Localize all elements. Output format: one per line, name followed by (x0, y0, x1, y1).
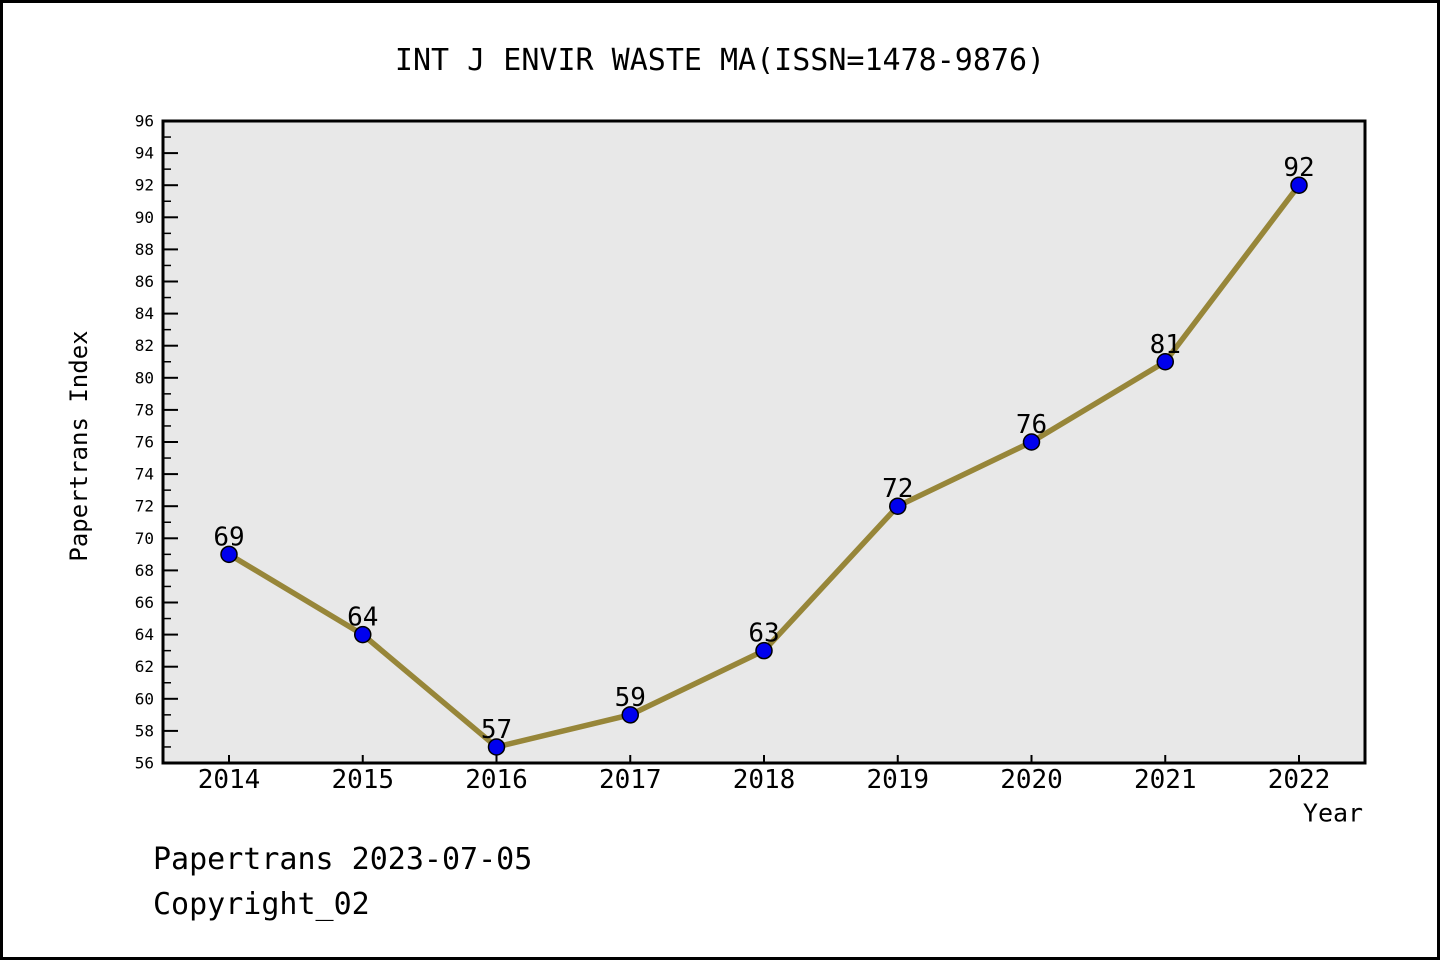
data-point-marker (755, 641, 773, 660)
footer-date: Papertrans 2023-07-05 (153, 842, 533, 877)
x-tick-label: 2014 (198, 765, 261, 795)
data-point-marker (354, 625, 372, 644)
y-tick-label: 64 (135, 625, 154, 644)
y-tick-label: 80 (135, 368, 154, 387)
plot-area (161, 119, 1367, 765)
data-point-marker (1156, 353, 1174, 371)
x-axis-label: Year (1302, 798, 1364, 828)
x-tick-label: 2015 (331, 765, 394, 795)
y-tick-label: 94 (135, 144, 154, 163)
x-tick-label: 2016 (465, 765, 528, 795)
x-tick-label: 2017 (599, 765, 662, 795)
line-chart: 56 58 60 62 64 66 68 70 72 74 76 78 80 82 84 86 88 90 92 94… (135, 112, 1367, 795)
y-tick-label: 72 (135, 497, 154, 516)
y-axis-label: Papertrans Index (65, 330, 93, 562)
data-point-marker (487, 738, 506, 756)
y-tick-label: 56 (135, 754, 154, 773)
y-tick-label: 58 (135, 721, 154, 740)
y-tick-label: 76 (135, 433, 154, 452)
data-point-marker (1290, 176, 1308, 194)
x-tick-label: 2019 (866, 765, 929, 795)
y-tick-label: 82 (135, 336, 154, 355)
x-tick-label: 2022 (1268, 765, 1331, 795)
data-point-marker (220, 545, 238, 564)
y-tick-label: 70 (135, 529, 154, 548)
y-tick-label: 74 (135, 465, 154, 484)
y-tick-label: 68 (135, 561, 154, 580)
y-tick-label: 62 (135, 657, 154, 676)
y-tick-label: 96 (135, 112, 154, 131)
x-tick-label: 2018 (733, 765, 796, 795)
data-point-marker (621, 706, 639, 724)
chart-title: INT J ENVIR WASTE MA(ISSN=1478-9876) (394, 43, 1046, 78)
y-tick-label: 86 (135, 272, 154, 291)
data-point-marker (889, 497, 907, 515)
x-tick-label: 2020 (1000, 765, 1063, 795)
x-tick-label: 2021 (1134, 765, 1197, 795)
y-tick-label: 90 (135, 208, 154, 227)
y-tick-label: 60 (135, 689, 154, 708)
y-tick-label: 66 (135, 593, 154, 612)
y-tick-label: 78 (135, 400, 154, 419)
y-tick-label: 84 (135, 304, 154, 323)
y-tick-label: 88 (135, 240, 154, 259)
footer-copyright: Copyright_02 (153, 887, 370, 922)
y-tick-label: 92 (135, 176, 154, 195)
data-point-marker (1022, 433, 1041, 451)
